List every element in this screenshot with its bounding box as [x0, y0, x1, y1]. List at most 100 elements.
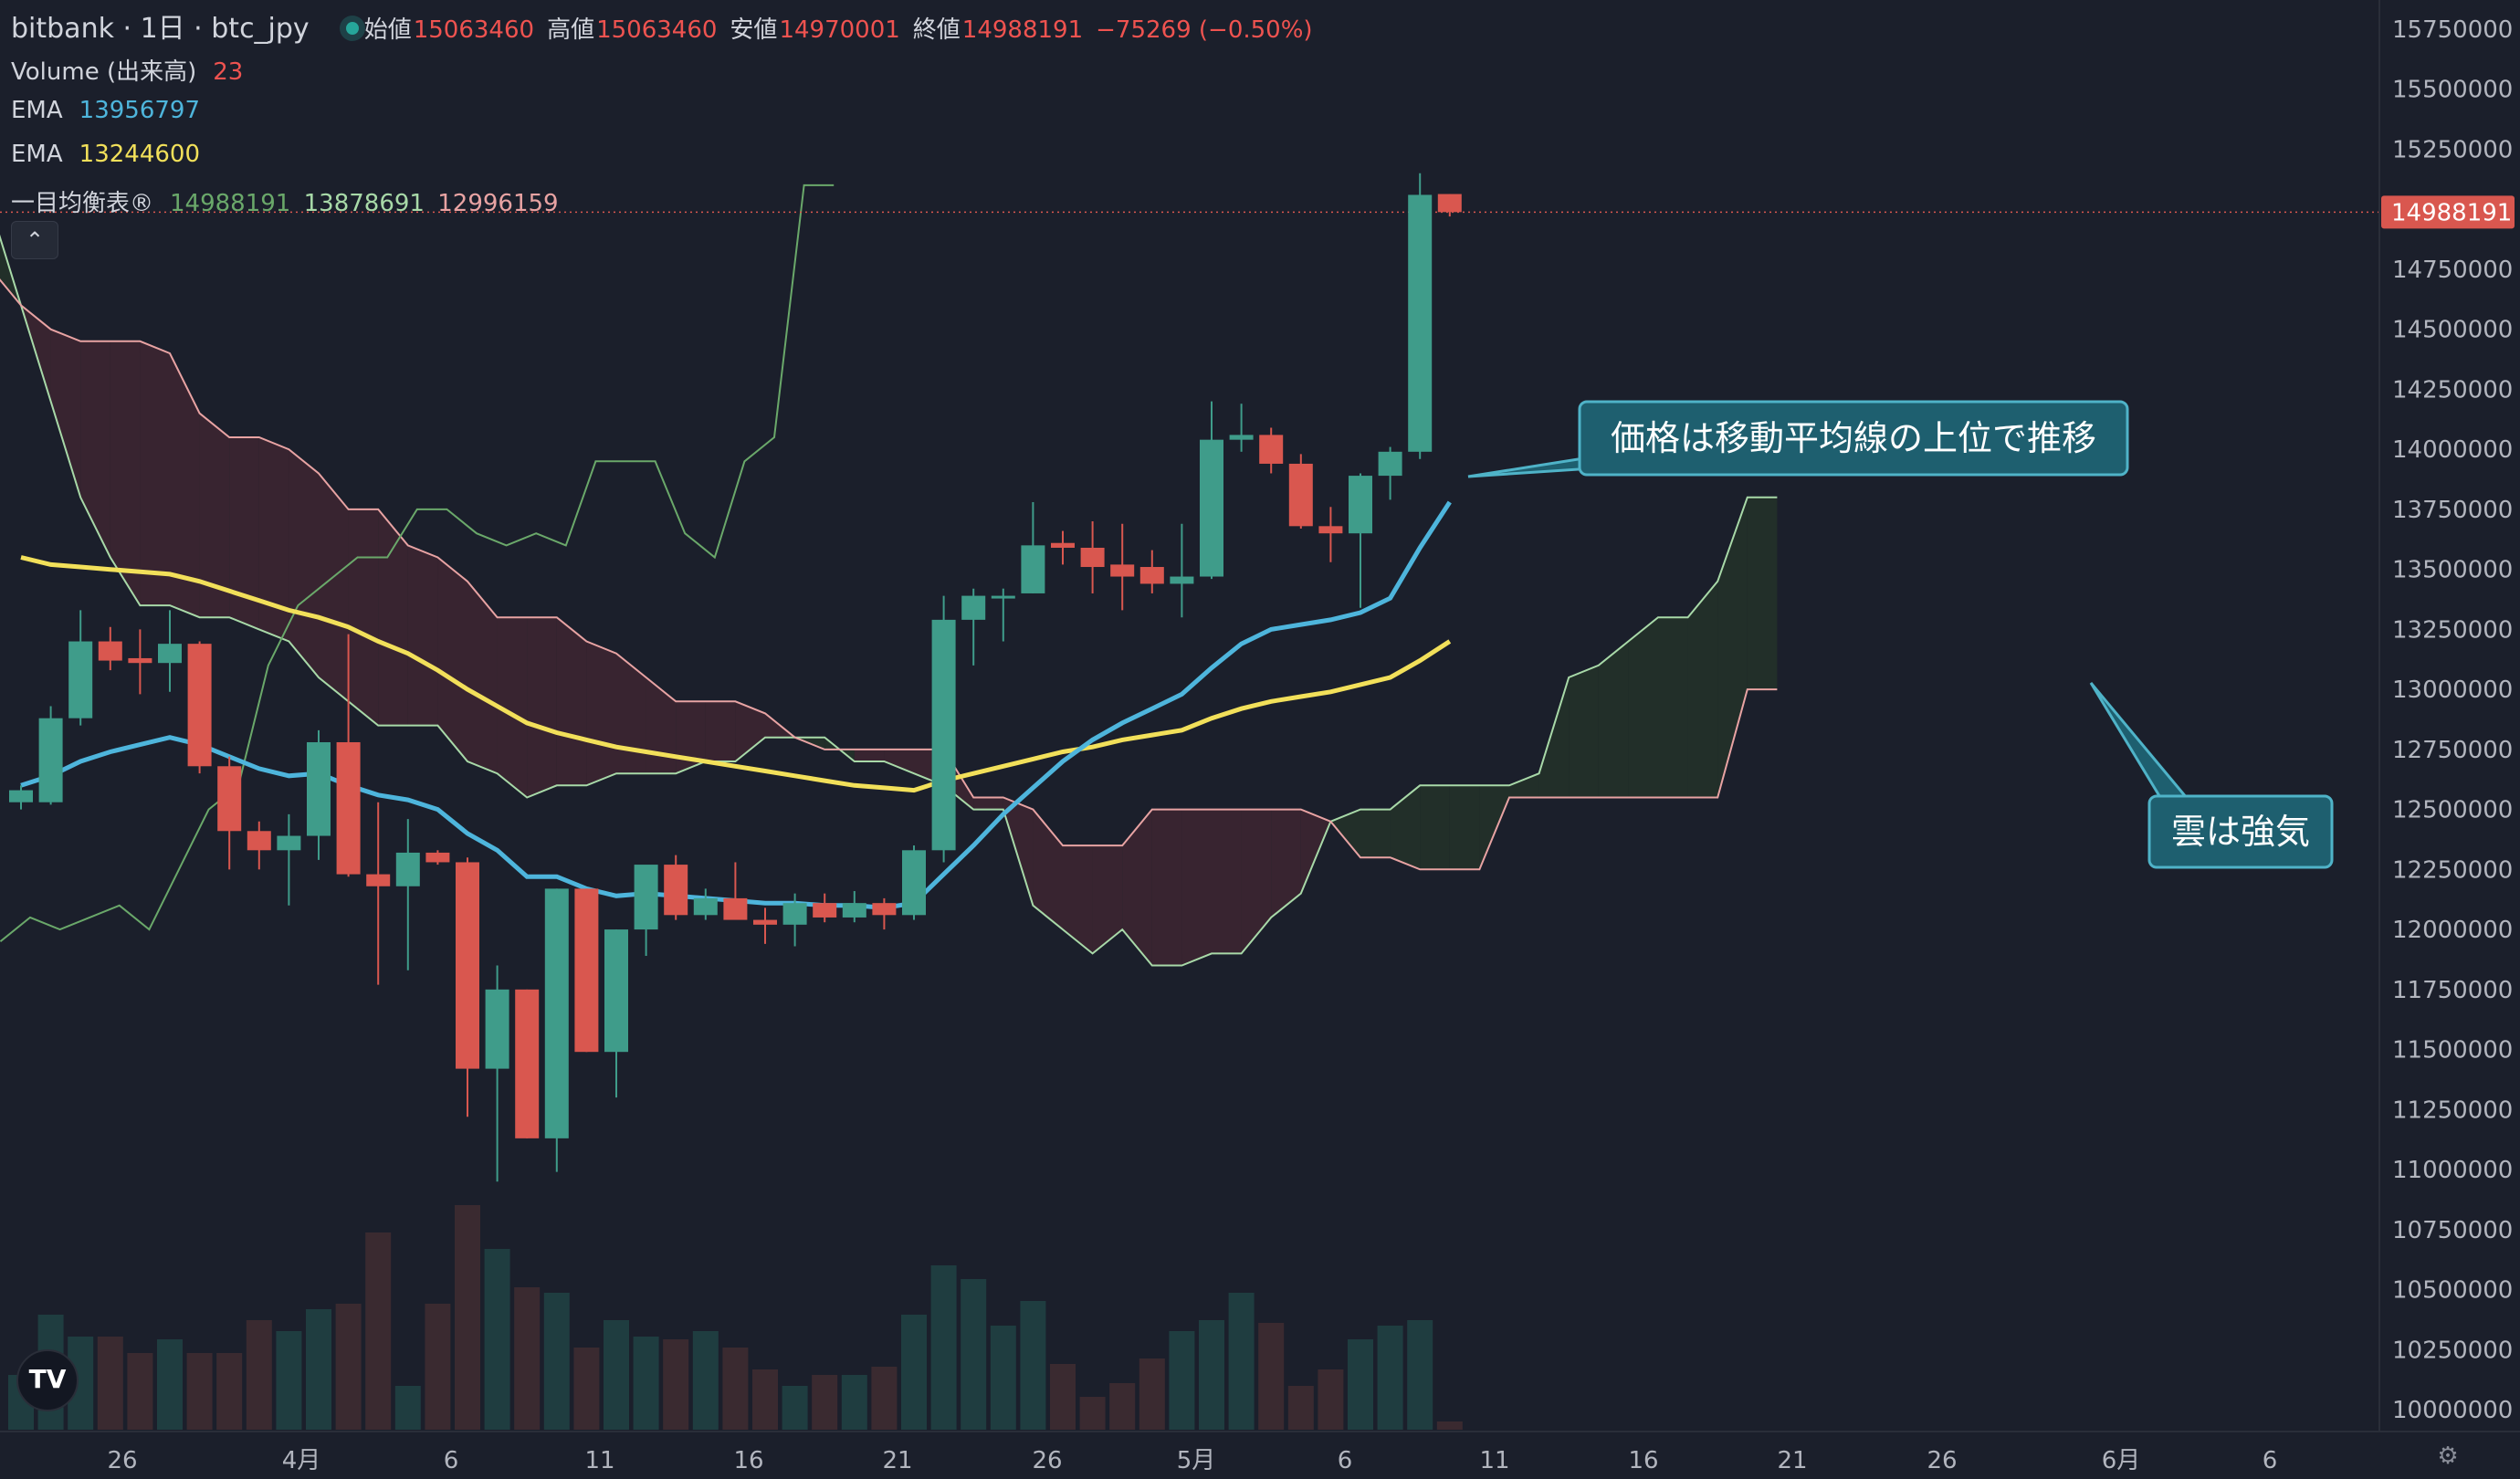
annotation-cloud-text: 雲は強気	[2171, 812, 2310, 852]
time-tick-label: 21	[1777, 1447, 1807, 1474]
cloud-segment	[407, 545, 438, 726]
cloud-segment	[1122, 809, 1152, 966]
cloud-segment	[140, 341, 170, 606]
ichimoku-label: 一目均衡表®	[11, 190, 154, 217]
volume-bar	[543, 1293, 570, 1430]
cloud-segment	[676, 701, 706, 774]
price-tick-label: 14250000	[2392, 376, 2513, 404]
time-tick-label: 11	[1479, 1447, 1509, 1474]
symbol-title[interactable]: bitbank · 1日 · btc_jpy	[11, 13, 310, 45]
volume-bar	[871, 1367, 898, 1430]
cloud-segment	[80, 341, 110, 558]
candle-body	[485, 989, 509, 1069]
time-tick-label: 5月	[1177, 1447, 1216, 1474]
volume-bar	[782, 1386, 808, 1430]
ichimoku-legend[interactable]: 一目均衡表® 14988191 13878691 12996159	[11, 184, 564, 218]
candle-body	[1318, 526, 1343, 534]
volume-label: Volume (出来高)	[11, 58, 197, 86]
candle-body	[813, 903, 837, 918]
candle-body	[634, 865, 658, 930]
price-tick-label: 14000000	[2392, 436, 2513, 464]
annotation-ema-box	[1578, 400, 2129, 477]
price-tick-label: 13500000	[2392, 557, 2513, 584]
candle-body	[723, 897, 748, 920]
volume-bar	[1258, 1323, 1285, 1430]
annotation-ema-text: 価格は移動平均線の上位で推移	[1611, 418, 2096, 458]
volume-bar	[1407, 1320, 1433, 1430]
tradingview-logo-icon[interactable]: TV	[16, 1349, 79, 1411]
candle-body	[782, 903, 807, 925]
candle-body	[366, 874, 391, 886]
volume-bar	[663, 1339, 689, 1430]
cloud-segment	[854, 749, 885, 762]
candle-body	[961, 595, 986, 620]
volume-bar	[901, 1315, 927, 1430]
candle-body	[128, 657, 152, 664]
high-value: 15063460	[596, 16, 718, 44]
volume-bar	[1348, 1339, 1373, 1430]
cloud-segment	[586, 641, 616, 786]
tenkan-line	[0, 184, 835, 942]
volume-bar	[930, 1265, 957, 1430]
ema-fast-legend[interactable]: EMA 13956797	[11, 97, 205, 124]
price-tick-label: 14750000	[2392, 257, 2513, 284]
chart-header: bitbank · 1日 · btc_jpy 始値15063460 高値150634…	[11, 5, 1326, 46]
price-tick-label: 11000000	[2392, 1157, 2513, 1184]
cloud-segment	[110, 341, 141, 606]
cloud-segment	[527, 617, 557, 798]
cloud-segment	[884, 749, 914, 774]
cloud-segment	[289, 449, 319, 677]
time-tick-label: 6	[1338, 1447, 1353, 1474]
candle-body	[515, 989, 540, 1138]
volume-bar	[1050, 1364, 1076, 1430]
candle-body	[1259, 435, 1284, 464]
price-tick-label: 10000000	[2392, 1397, 2513, 1424]
gear-icon[interactable]: ⚙	[2437, 1442, 2459, 1470]
candle-body	[1200, 439, 1223, 577]
volume-bar	[961, 1279, 987, 1430]
price-tick-label: 10500000	[2392, 1277, 2513, 1305]
cloud-segment	[1509, 773, 1539, 798]
cloud-segment	[1628, 617, 1658, 798]
candle-body	[68, 641, 93, 719]
price-tick-label: 13750000	[2392, 497, 2513, 524]
cloud-segment	[1747, 497, 1778, 690]
candle-body	[1021, 545, 1045, 593]
candle-body	[307, 741, 331, 836]
price-badge	[2381, 195, 2515, 229]
candle-body	[872, 903, 897, 916]
cloud-segment	[973, 797, 1003, 810]
candle-body	[217, 766, 242, 832]
cloud-segment	[1390, 785, 1421, 870]
change-value: −75269 (−0.50%)	[1096, 16, 1313, 44]
candle-body	[604, 929, 628, 1053]
cloud-segment	[437, 557, 467, 762]
cloud-segment	[1658, 617, 1688, 798]
collapse-legend-button[interactable]: ⌃	[11, 221, 58, 259]
volume-bar	[186, 1353, 213, 1430]
volume-bar	[157, 1339, 183, 1430]
volume-bar	[1169, 1331, 1195, 1430]
volume-bar	[1109, 1383, 1136, 1430]
volume-bar	[1377, 1326, 1403, 1430]
price-tick-label: 15250000	[2392, 136, 2513, 163]
volume-legend[interactable]: Volume (出来高) 23	[11, 53, 248, 87]
volume-bar	[722, 1348, 749, 1430]
time-tick-label: 26	[1927, 1447, 1957, 1474]
candle-body	[9, 790, 33, 802]
candle-body	[1110, 564, 1135, 577]
volume-bar	[97, 1337, 123, 1430]
candle-body	[38, 718, 63, 802]
cloud-segment	[735, 701, 765, 762]
cloud-segment	[1598, 641, 1629, 798]
time-tick-label: 4月	[282, 1447, 321, 1474]
candle-body	[1437, 194, 1462, 213]
cloud-segment	[1092, 845, 1123, 954]
time-tick-label: 11	[584, 1447, 614, 1474]
ema-slow-legend[interactable]: EMA 13244600	[11, 141, 205, 168]
open-label: 始値	[363, 16, 412, 44]
time-tick-label: 16	[1628, 1447, 1658, 1474]
candle-body	[574, 888, 599, 1053]
volume-bar	[306, 1309, 331, 1430]
